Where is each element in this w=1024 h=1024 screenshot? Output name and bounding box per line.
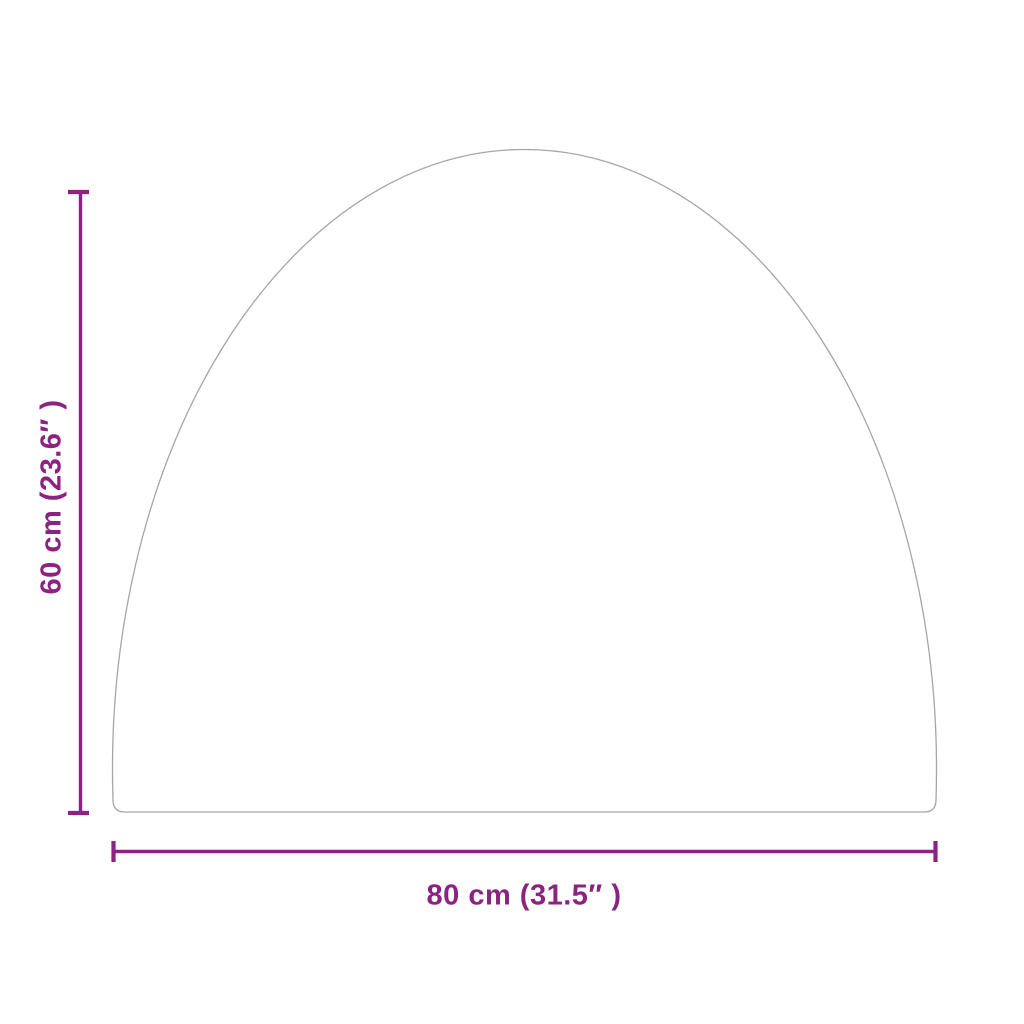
width-dimension-line <box>111 841 938 862</box>
width-dimension-label: 80 cm (31.5″ ) <box>426 879 622 912</box>
height-dimension-line <box>68 189 89 816</box>
height-dimension-label: 60 cm (23.6″ ) <box>35 399 68 595</box>
product-outline <box>111 148 938 813</box>
